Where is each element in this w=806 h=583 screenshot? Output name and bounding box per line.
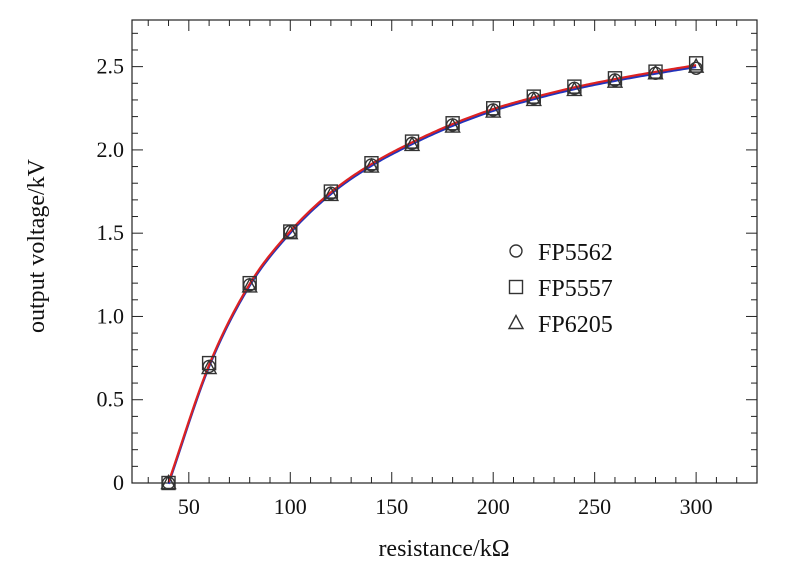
- data-point-fp5557: [567, 79, 582, 94]
- x-tick-label: 100: [274, 494, 307, 519]
- y-tick-label: 0: [113, 470, 124, 495]
- data-point-fp6205: [687, 57, 705, 73]
- data-point-fp6205: [647, 64, 664, 80]
- x-tick-label: 50: [178, 494, 200, 519]
- data-point-fp6205: [606, 72, 624, 88]
- data-point-fp6205: [282, 224, 299, 240]
- y-tick-label: 0.5: [97, 387, 125, 412]
- data-point-fp5557: [526, 89, 541, 104]
- y-axis-title: output voltage/kV: [24, 158, 50, 333]
- data-point-fp6205: [363, 157, 380, 173]
- data-point-fp6205: [485, 102, 502, 118]
- data-point-fp6205: [160, 474, 177, 490]
- data-point-fp6205: [200, 359, 218, 375]
- data-point-fp6205: [241, 277, 258, 293]
- data-point-fp5557: [242, 275, 257, 291]
- y-tick-label: 2.0: [97, 137, 125, 162]
- data-point-fp6205: [322, 185, 340, 202]
- legend-marker-fp6205: [507, 314, 525, 330]
- fit-curve-red: [167, 64, 697, 483]
- legend-marker-fp5557: [508, 279, 524, 295]
- data-point-fp5557: [364, 156, 379, 171]
- y-tick-label: 2.5: [97, 54, 125, 79]
- x-axis-title: resistance/kΩ: [378, 536, 509, 562]
- data-point-fp6205: [403, 135, 421, 152]
- data-point-fp5557: [404, 134, 420, 149]
- y-tick-label: 1.0: [97, 303, 125, 328]
- data-point-fp5557: [201, 355, 217, 371]
- x-tick-label: 200: [477, 494, 510, 519]
- x-tick-label: 300: [680, 494, 713, 519]
- y-tick-label: 1.5: [97, 220, 125, 245]
- data-point-fp5557: [688, 56, 704, 71]
- data-point-fp5557: [323, 184, 339, 199]
- data-point-fp5557: [607, 71, 623, 86]
- legend-label: FP6205: [538, 312, 613, 338]
- x-tick-label: 250: [578, 494, 611, 519]
- data-point-fp5557: [445, 116, 460, 131]
- x-tick-label: 150: [375, 494, 408, 519]
- data-point-fp5557: [486, 101, 501, 116]
- data-point-fp6205: [525, 90, 542, 107]
- plot-frame: [131, 19, 758, 484]
- data-point-fp6205: [444, 117, 461, 133]
- legend-label: FP5562: [538, 240, 613, 266]
- data-point-fp6205: [566, 80, 583, 97]
- fit-curve-blue: [167, 65, 697, 485]
- legend-marker-fp5562: [509, 244, 523, 258]
- legend-label: FP5557: [538, 276, 613, 302]
- legend: FP5562 FP5557 FP6205: [507, 240, 613, 338]
